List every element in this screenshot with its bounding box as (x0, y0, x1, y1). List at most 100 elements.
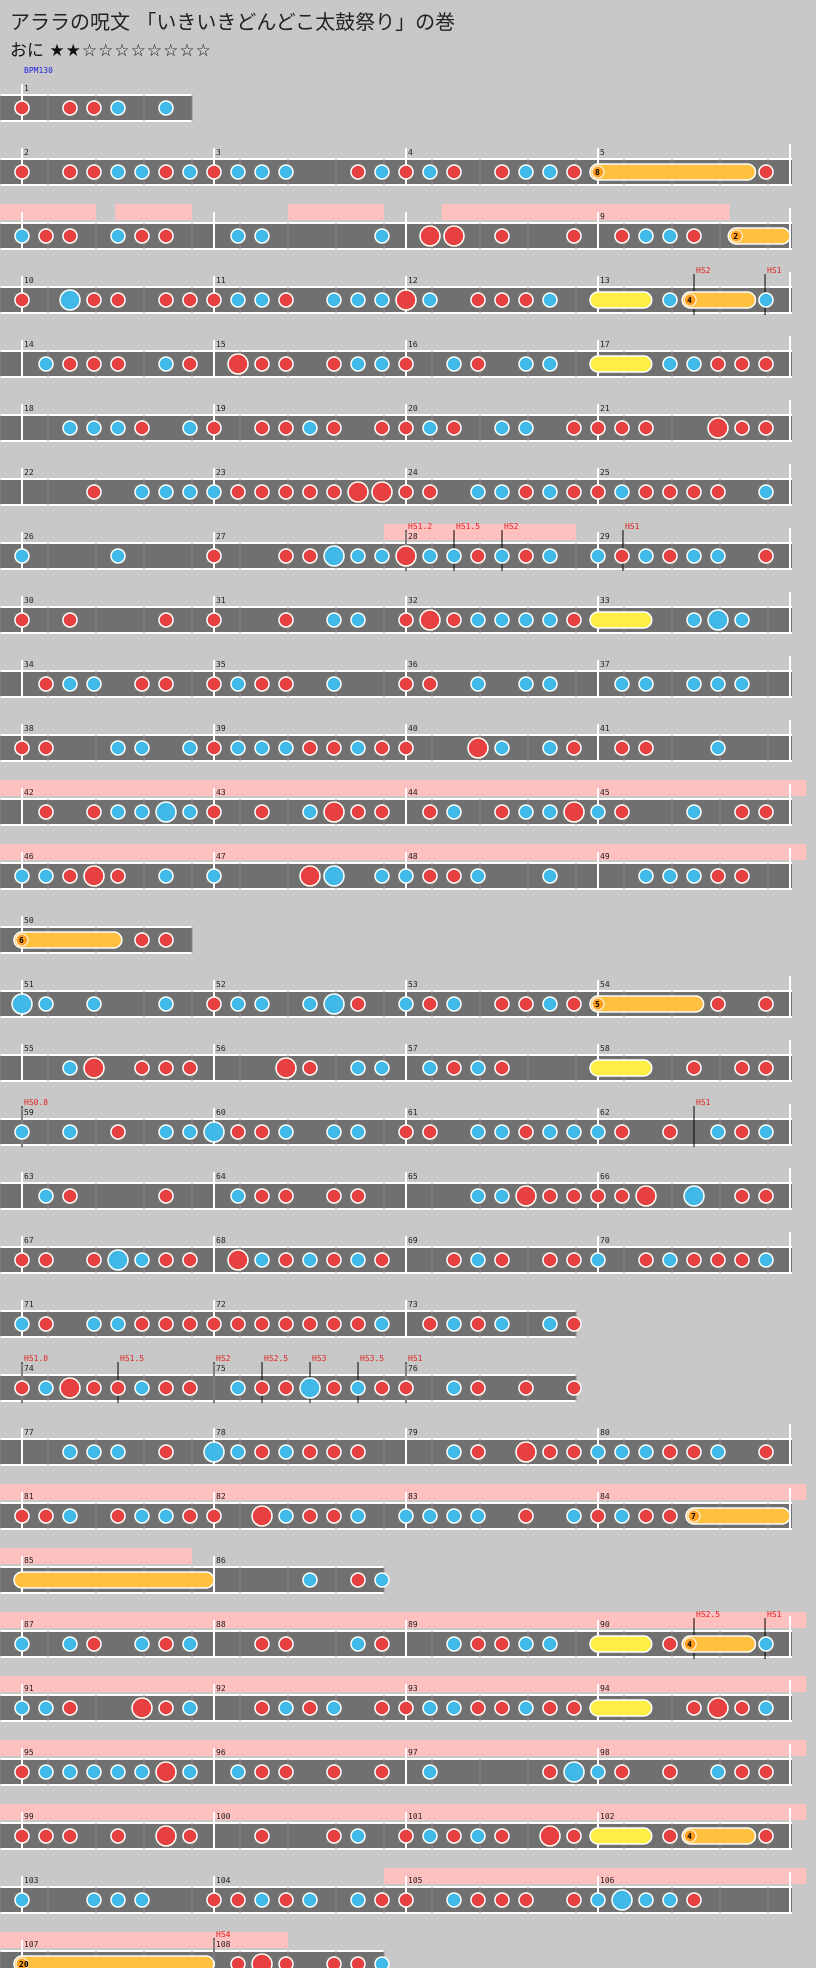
don-note (278, 1764, 294, 1780)
don-note (38, 804, 54, 820)
measure-number: 90 (600, 1620, 610, 1629)
speed-change-label: HS2 (216, 1354, 231, 1363)
don-note (494, 1252, 510, 1268)
don-note (350, 1316, 366, 1332)
don-note (110, 1124, 126, 1140)
ka-note (374, 1572, 390, 1588)
measure-number: 58 (600, 1044, 610, 1053)
ka-note (38, 1764, 54, 1780)
measure-number: 96 (216, 1748, 226, 1757)
don-note (350, 1188, 366, 1204)
don-note (158, 676, 174, 692)
ka-note (710, 1764, 726, 1780)
ka-note (278, 1444, 294, 1460)
ka-note (758, 484, 774, 500)
don-note (86, 1252, 102, 1268)
don-note (134, 932, 150, 948)
don-note (254, 804, 270, 820)
ka-note (446, 1380, 462, 1396)
ka-note (446, 804, 462, 820)
ka-note (542, 804, 558, 820)
ka-note (110, 804, 126, 820)
lane (0, 1503, 792, 1529)
don-note (398, 1124, 414, 1140)
ka-note (302, 420, 318, 436)
gogo-band (115, 204, 192, 220)
ka-note (182, 484, 198, 500)
don-note (566, 484, 582, 500)
ka-note (710, 1124, 726, 1140)
balloon-head (729, 229, 743, 243)
don-note (326, 1380, 342, 1396)
difficulty-name: おに (10, 41, 44, 61)
don-note (518, 292, 534, 308)
don-note (350, 996, 366, 1012)
don-note (206, 1316, 222, 1332)
don-note (686, 1060, 702, 1076)
don-note (158, 164, 174, 180)
ka-note (350, 1828, 366, 1844)
measure-number: 5 (600, 148, 605, 157)
ka-note (662, 1252, 678, 1268)
ka-note (86, 1316, 102, 1332)
big-don-note (59, 1377, 81, 1399)
ka-note (110, 100, 126, 116)
ka-note (230, 676, 246, 692)
don-note (206, 996, 222, 1012)
don-note (566, 1316, 582, 1332)
don-note (542, 1700, 558, 1716)
don-note (734, 1124, 750, 1140)
ka-note (566, 1508, 582, 1524)
don-note (86, 1380, 102, 1396)
don-note (758, 996, 774, 1012)
measure-number: 104 (216, 1876, 231, 1885)
ka-note (542, 1636, 558, 1652)
ka-note (14, 868, 30, 884)
ka-note (110, 1892, 126, 1908)
don-note (638, 740, 654, 756)
measure-number: 53 (408, 980, 418, 989)
ka-note (158, 868, 174, 884)
don-note (422, 804, 438, 820)
ka-note (422, 1060, 438, 1076)
don-note (686, 228, 702, 244)
don-note (38, 1316, 54, 1332)
ka-note (494, 1124, 510, 1140)
measure-number: 11 (216, 276, 226, 285)
don-note (518, 548, 534, 564)
measure-number: 72 (216, 1300, 226, 1309)
ka-note (350, 292, 366, 308)
ka-note (230, 292, 246, 308)
ka-note (446, 1700, 462, 1716)
don-note (470, 356, 486, 372)
ka-note (758, 1700, 774, 1716)
measure-number: 47 (216, 852, 226, 861)
don-note (254, 676, 270, 692)
measure-number: 4 (408, 148, 413, 157)
don-note (14, 740, 30, 756)
measure-number: 9 (600, 212, 605, 221)
ka-note (686, 868, 702, 884)
don-note (614, 1764, 630, 1780)
don-note (374, 1892, 390, 1908)
lane (0, 351, 792, 377)
measure-number: 35 (216, 660, 226, 669)
big-don-note (419, 609, 441, 631)
don-note (758, 1444, 774, 1460)
don-note (398, 1828, 414, 1844)
measure-number: 13 (600, 276, 610, 285)
ka-note (542, 676, 558, 692)
don-note (686, 1252, 702, 1268)
don-note (494, 804, 510, 820)
ka-note (374, 1956, 390, 1968)
don-note (758, 356, 774, 372)
ka-note (686, 356, 702, 372)
ka-note (38, 996, 54, 1012)
don-note (614, 804, 630, 820)
don-note (158, 1252, 174, 1268)
measure-number: 1 (24, 84, 29, 93)
don-note (518, 996, 534, 1012)
don-note (494, 1060, 510, 1076)
don-note (470, 548, 486, 564)
don-note (398, 356, 414, 372)
